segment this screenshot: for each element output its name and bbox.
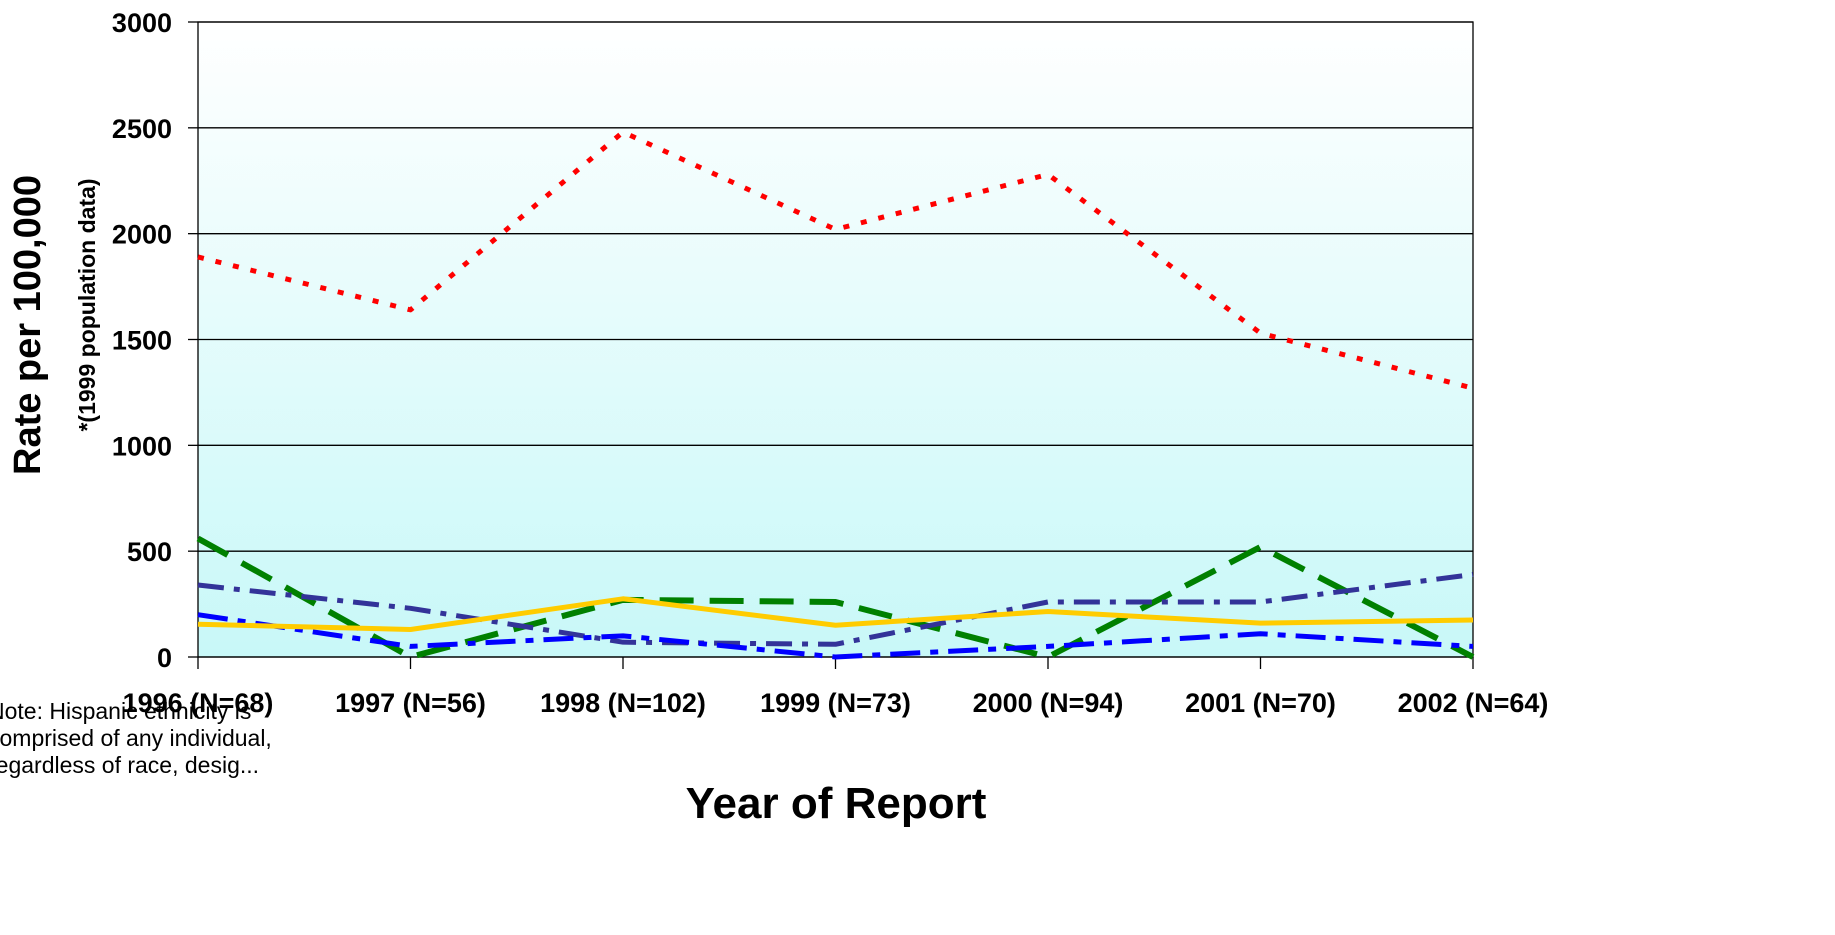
y-tick-labels: 0 500 1000 1500 2000 2500 3000 (112, 8, 172, 673)
y-axis-label: Rate per 100,000 (7, 175, 49, 475)
x-tick-label: 2002 (N=64) (1398, 688, 1549, 718)
y-tick-label: 0 (157, 643, 172, 673)
x-tick-label: 1999 (N=73) (760, 688, 911, 718)
y-tick-label: 2500 (112, 114, 172, 144)
series-layer (196, 129, 1475, 660)
y-tick-label: 1500 (112, 326, 172, 356)
x-tick-label: 1996 (N=68) (123, 688, 274, 718)
x-tick-labels: 1996 (N=68) 1997 (N=56) 1998 (N=102) 1999 (… (123, 688, 1549, 718)
y-tick-label: 2000 (112, 220, 172, 250)
y-tick-label: 1000 (112, 431, 172, 461)
x-tick-label: 1998 (N=102) (540, 688, 706, 718)
x-tick-label: 2000 (N=94) (973, 688, 1124, 718)
footnote: Note: Hispanic ethnicity is comprised of… (0, 698, 272, 778)
y-axis-sublabel: *(1999 population data) (74, 178, 100, 431)
y-tick-label: 500 (127, 537, 172, 567)
x-tick-label: 2001 (N=70) (1185, 688, 1336, 718)
x-axis-label: Year of Report (686, 779, 987, 828)
y-tick-label: 3000 (112, 8, 172, 38)
x-tick-label: 1997 (N=56) (335, 688, 486, 718)
